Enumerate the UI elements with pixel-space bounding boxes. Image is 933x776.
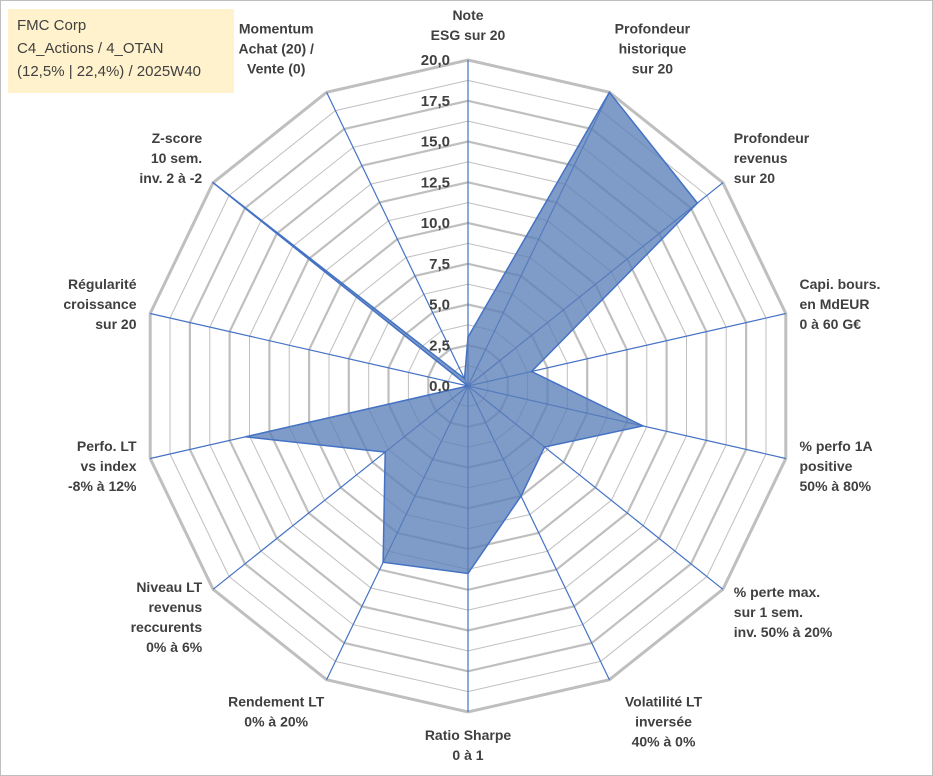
axis-label: Ratio Sharpe 0 à 1 (425, 727, 512, 763)
data-point (382, 561, 384, 563)
axis-label-line: 50% à 80% (800, 478, 872, 494)
data-point (467, 572, 469, 575)
axis-label-layer: Note ESG sur 20 Profondeur historique sur 20… (63, 7, 880, 763)
tick-label-layer: 0,0 2,5 5,0 7,5 10,0 12,5 15,0 17,5 20,0 (421, 52, 450, 395)
r-tick-label: 7,5 (429, 256, 450, 273)
axis-label-line: % perfo 1A (800, 438, 873, 454)
data-point (642, 425, 644, 427)
axis-label: % perfo 1A positive 50% à 80% (800, 438, 873, 494)
axis-label-line: Note (452, 7, 483, 23)
axis-label: Niveau LT revenus reccurents 0% à 6% (131, 579, 203, 655)
axis-label: Profondeur historique sur 20 (615, 21, 691, 77)
data-point (384, 451, 387, 453)
axis-label-line: inv. 2 à -2 (139, 170, 202, 186)
axis-label-line: Z-score (152, 130, 203, 146)
data-point (520, 495, 522, 497)
company-name: FMC Corp (17, 17, 87, 34)
data-point (463, 377, 466, 380)
axis-label: % perte max. sur 1 sem. inv. 50% à 20% (734, 584, 833, 640)
axis-label-line: vs index (80, 458, 136, 474)
axis-label-line: Perfo. LT (77, 438, 137, 454)
axis-label-line: -8% à 12% (68, 478, 137, 494)
axis-label-line: 0 à 1 (452, 747, 483, 763)
axis-label-line: Niveau LT (136, 579, 202, 595)
data-point (696, 202, 699, 204)
axis-label: Rendement LT 0% à 20% (228, 693, 325, 729)
data-point (467, 336, 469, 338)
r-tick-label: 0,0 (429, 378, 450, 395)
axis-label-line: Rendement LT (228, 693, 325, 709)
r-tick-label: 20,0 (421, 52, 450, 69)
axis-label-line: reccurents (131, 619, 203, 635)
category-line: C4_Actions / 4_OTAN (17, 40, 164, 57)
axis-label: Profondeur revenus sur 20 (734, 130, 810, 186)
info-box: FMC Corp C4_Actions / 4_OTAN (12,5% | 22… (8, 9, 234, 93)
r-tick-label: 2,5 (429, 337, 450, 354)
axis-label-line: Régularité (68, 276, 137, 292)
axis-label: Capi. bours. en MdEUR 0 à 60 G€ (800, 276, 881, 332)
axis-label-line: en MdEUR (800, 296, 870, 312)
axis-label-line: sur 1 sem. (734, 604, 803, 620)
r-tick-label: 10,0 (421, 215, 450, 232)
axis-label-line: 0% à 20% (244, 713, 308, 729)
axis-label-line: 40% à 0% (632, 733, 696, 749)
axis-label-line: Volatilité LT (625, 693, 703, 709)
axis-spoke (150, 312, 469, 387)
axis-label-line: Momentum (239, 21, 314, 37)
axis-label-line: 0 à 60 G€ (800, 316, 862, 332)
axis-label-line: Ratio Sharpe (425, 727, 512, 743)
axis-label-line: sur 20 (95, 316, 136, 332)
r-tick-label: 17,5 (421, 93, 450, 110)
r-tick-label: 12,5 (421, 174, 450, 191)
axis-label-line: ESG sur 20 (431, 27, 506, 43)
axis-label-line: sur 20 (734, 170, 775, 186)
axis-label-line: Capi. bours. (800, 276, 881, 292)
axis-label-line: positive (800, 458, 853, 474)
data-point (543, 446, 546, 448)
data-point (212, 181, 214, 184)
axis-label-line: inv. 50% à 20% (734, 624, 833, 640)
stats-line: (12,5% | 22,4%) / 2025W40 (17, 63, 201, 80)
axis-spoke (326, 92, 469, 387)
axis-label-line: croissance (63, 296, 136, 312)
series-layer (212, 90, 699, 575)
axis-label: Régularité croissance sur 20 (63, 276, 136, 332)
axis-label-line: inversée (635, 713, 692, 729)
axis-label-line: revenus (734, 150, 788, 166)
data-point (608, 91, 611, 94)
axis-label-line: % perte max. (734, 584, 820, 600)
axis-label-line: sur 20 (632, 61, 673, 77)
axis-label-line: Vente (0) (247, 61, 305, 77)
axis-label: Perfo. LT vs index -8% à 12% (68, 438, 137, 494)
axis-label: Volatilité LT inversée 40% à 0% (625, 693, 703, 749)
axis-label-line: 10 sem. (151, 150, 202, 166)
r-tick-label: 15,0 (421, 134, 450, 151)
data-point (244, 436, 247, 438)
axis-label-line: Achat (20) / (238, 41, 314, 57)
data-point (467, 385, 469, 387)
axis-label-line: historique (619, 41, 687, 57)
r-tick-label: 5,0 (429, 297, 450, 314)
axis-label: Note ESG sur 20 (431, 7, 506, 43)
axis-label-line: Profondeur (615, 21, 691, 37)
axis-label-line: revenus (148, 599, 202, 615)
data-point (530, 370, 533, 373)
axis-label-line: 0% à 6% (146, 639, 203, 655)
axis-label-line: Profondeur (734, 130, 810, 146)
axis-label: Momentum Achat (20) / Vente (0) (238, 21, 314, 77)
axis-label: Z-score 10 sem. inv. 2 à -2 (139, 130, 202, 186)
